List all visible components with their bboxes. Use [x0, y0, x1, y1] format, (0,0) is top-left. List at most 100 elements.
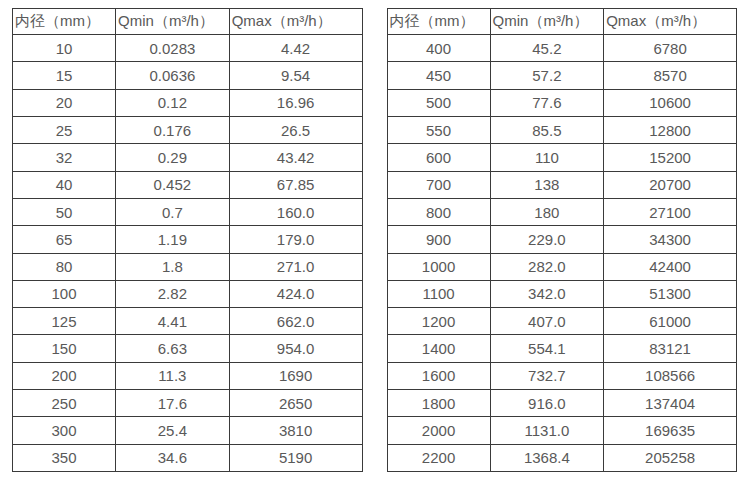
- column-header: 内径（mm）: [387, 9, 490, 35]
- table-cell: 45.2: [490, 35, 604, 62]
- table-cell: 40: [13, 171, 116, 198]
- table-cell: 1200: [387, 308, 490, 335]
- column-header: 内径（mm）: [13, 9, 116, 35]
- table-row: 100.02834.42: [13, 35, 363, 62]
- table-cell: 42400: [604, 253, 737, 280]
- table-cell: 8570: [604, 62, 737, 89]
- table-cell: 57.2: [490, 62, 604, 89]
- table-cell: 4.42: [229, 35, 362, 62]
- table-cell: 1400: [387, 335, 490, 362]
- table-cell: 77.6: [490, 89, 604, 116]
- table-cell: 25: [13, 116, 116, 143]
- table-cell: 800: [387, 198, 490, 225]
- table-cell: 342.0: [490, 280, 604, 307]
- table-row: 30025.43810: [13, 417, 363, 444]
- table-cell: 17.6: [116, 390, 230, 417]
- table-row: 20011.31690: [13, 362, 363, 389]
- table-row: 150.06369.54: [13, 62, 363, 89]
- table-cell: 0.29: [116, 144, 230, 171]
- table-cell: 51300: [604, 280, 737, 307]
- flow-spec-page: 内径（mm）Qmin（m³/h）Qmax（m³/h）100.02834.4215…: [0, 0, 750, 483]
- table-cell: 500: [387, 89, 490, 116]
- table-row: 900229.034300: [387, 226, 737, 253]
- table-cell: 300: [13, 417, 116, 444]
- column-header: Qmax（m³/h）: [604, 9, 737, 35]
- table-cell: 61000: [604, 308, 737, 335]
- table-cell: 32: [13, 144, 116, 171]
- table-cell: 2000: [387, 417, 490, 444]
- table-cell: 732.7: [490, 362, 604, 389]
- table-cell: 80: [13, 253, 116, 280]
- table-cell: 282.0: [490, 253, 604, 280]
- table-cell: 9.54: [229, 62, 362, 89]
- table-cell: 4.41: [116, 308, 230, 335]
- column-header: Qmin（m³/h）: [490, 9, 604, 35]
- table-cell: 67.85: [229, 171, 362, 198]
- table-cell: 150: [13, 335, 116, 362]
- table-cell: 179.0: [229, 226, 362, 253]
- table-cell: 6780: [604, 35, 737, 62]
- table-cell: 1368.4: [490, 444, 604, 471]
- table-row: 400.45267.85: [13, 171, 363, 198]
- table-row: 250.17626.5: [13, 116, 363, 143]
- table-cell: 200: [13, 362, 116, 389]
- table-cell: 125: [13, 308, 116, 335]
- table-cell: 0.7: [116, 198, 230, 225]
- table-cell: 250: [13, 390, 116, 417]
- table-cell: 27100: [604, 198, 737, 225]
- table-cell: 550: [387, 116, 490, 143]
- table-row: 1200407.061000: [387, 308, 737, 335]
- table-cell: 1800: [387, 390, 490, 417]
- table-cell: 108566: [604, 362, 737, 389]
- table-row: 1506.63954.0: [13, 335, 363, 362]
- table-row: 60011015200: [387, 144, 737, 171]
- flow-spec-table-large-diameters: 内径（mm）Qmin（m³/h）Qmax（m³/h）40045.26780450…: [387, 8, 738, 472]
- table-row: 500.7160.0: [13, 198, 363, 225]
- table-cell: 2650: [229, 390, 362, 417]
- header-row: 内径（mm）Qmin（m³/h）Qmax（m³/h）: [387, 9, 737, 35]
- table-cell: 10: [13, 35, 116, 62]
- table-cell: 15200: [604, 144, 737, 171]
- table-cell: 20700: [604, 171, 737, 198]
- table-cell: 0.12: [116, 89, 230, 116]
- table-cell: 26.5: [229, 116, 362, 143]
- table-cell: 3810: [229, 417, 362, 444]
- table-row: 40045.26780: [387, 35, 737, 62]
- table-cell: 65: [13, 226, 116, 253]
- table-cell: 34300: [604, 226, 737, 253]
- table-row: 651.19179.0: [13, 226, 363, 253]
- table-cell: 271.0: [229, 253, 362, 280]
- table-row: 50077.610600: [387, 89, 737, 116]
- table-cell: 1100: [387, 280, 490, 307]
- table-row: 70013820700: [387, 171, 737, 198]
- table-row: 1100342.051300: [387, 280, 737, 307]
- table-cell: 554.1: [490, 335, 604, 362]
- table-cell: 229.0: [490, 226, 604, 253]
- table-cell: 400: [387, 35, 490, 62]
- table-cell: 169635: [604, 417, 737, 444]
- table-cell: 662.0: [229, 308, 362, 335]
- table-row: 1000282.042400: [387, 253, 737, 280]
- table-row: 20001131.0169635: [387, 417, 737, 444]
- table-cell: 34.6: [116, 444, 230, 471]
- table-cell: 180: [490, 198, 604, 225]
- table-cell: 85.5: [490, 116, 604, 143]
- table-row: 25017.62650: [13, 390, 363, 417]
- table-row: 22001368.4205258: [387, 444, 737, 471]
- table-cell: 0.452: [116, 171, 230, 198]
- table-cell: 16.96: [229, 89, 362, 116]
- table-cell: 1690: [229, 362, 362, 389]
- table-cell: 10600: [604, 89, 737, 116]
- column-header: Qmin（m³/h）: [116, 9, 230, 35]
- table-cell: 1.19: [116, 226, 230, 253]
- table-row: 320.2943.42: [13, 144, 363, 171]
- table-row: 55085.512800: [387, 116, 737, 143]
- table-cell: 50: [13, 198, 116, 225]
- table-row: 35034.65190: [13, 444, 363, 471]
- table-cell: 954.0: [229, 335, 362, 362]
- table-cell: 110: [490, 144, 604, 171]
- table-cell: 138: [490, 171, 604, 198]
- table-row: 1254.41662.0: [13, 308, 363, 335]
- table-cell: 100: [13, 280, 116, 307]
- column-header: Qmax（m³/h）: [229, 9, 362, 35]
